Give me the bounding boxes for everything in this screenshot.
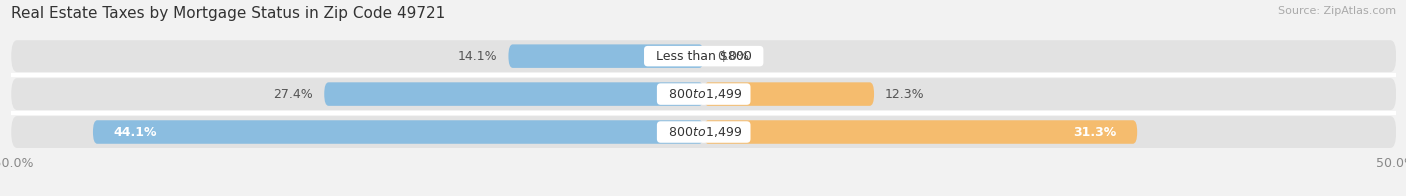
FancyBboxPatch shape — [509, 44, 704, 68]
FancyBboxPatch shape — [704, 82, 875, 106]
FancyBboxPatch shape — [11, 78, 1396, 110]
Text: $800 to $1,499: $800 to $1,499 — [661, 87, 747, 101]
Text: Less than $800: Less than $800 — [648, 50, 759, 63]
Text: Source: ZipAtlas.com: Source: ZipAtlas.com — [1278, 6, 1396, 16]
Text: 31.3%: 31.3% — [1073, 125, 1116, 139]
FancyBboxPatch shape — [704, 120, 1137, 144]
Text: 27.4%: 27.4% — [273, 88, 314, 101]
Text: Real Estate Taxes by Mortgage Status in Zip Code 49721: Real Estate Taxes by Mortgage Status in … — [11, 6, 446, 21]
FancyBboxPatch shape — [11, 40, 1396, 72]
FancyBboxPatch shape — [325, 82, 704, 106]
Text: $800 to $1,499: $800 to $1,499 — [661, 125, 747, 139]
Text: 0.0%: 0.0% — [717, 50, 749, 63]
Text: 44.1%: 44.1% — [114, 125, 157, 139]
Text: 12.3%: 12.3% — [886, 88, 925, 101]
Text: 14.1%: 14.1% — [458, 50, 498, 63]
FancyBboxPatch shape — [11, 116, 1396, 148]
FancyBboxPatch shape — [93, 120, 704, 144]
